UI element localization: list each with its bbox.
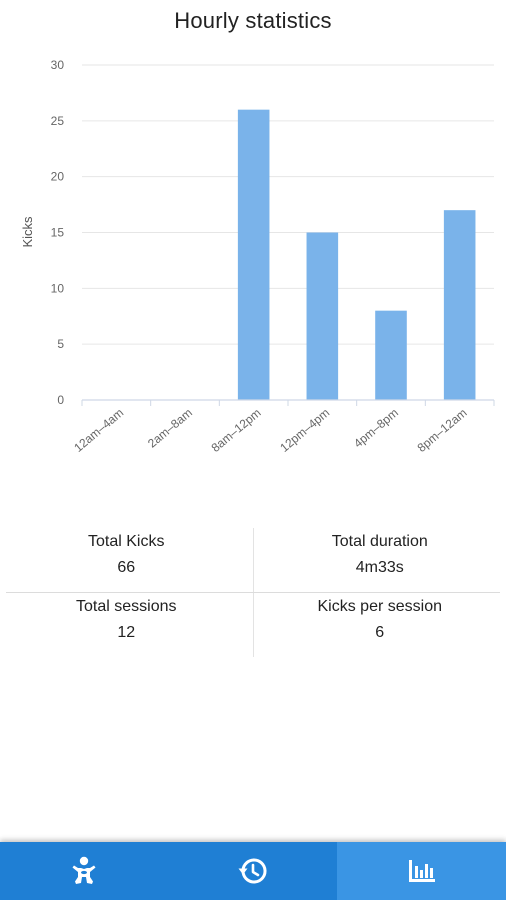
y-tick-label: 10 [51,281,65,295]
history-icon [238,858,267,884]
y-axis-label: Kicks [20,216,35,248]
stats-divider-vertical [252,593,254,657]
chart-bars [237,109,476,400]
bar [306,232,339,400]
y-tick-label: 25 [51,114,65,128]
y-tick-label: 15 [51,226,65,240]
bar [443,210,476,400]
total-sessions-stat: Total sessions 12 [0,593,253,657]
nav-tab-history[interactable] [169,842,338,900]
total-duration-label: Total duration [331,533,428,550]
y-tick-label: 30 [51,58,65,72]
baby-icon [72,856,96,884]
kicks-per-session-label: Kicks per session [317,598,443,615]
total-kicks-value: 66 [117,559,136,576]
bar [375,310,407,400]
x-tick-label: 8am–12pm [209,406,264,455]
stats-divider-vertical [252,528,254,592]
nav-tab-kick-counter[interactable] [0,842,169,900]
total-kicks-stat: Total Kicks 66 [0,528,253,592]
total-kicks-label: Total Kicks [88,533,165,550]
x-tick-label: 2am–8am [145,406,195,451]
x-tick-label: 4pm–8pm [351,406,401,451]
stats-row-2: Total sessions 12 Kicks per session 6 [0,593,506,657]
stats-divider-horizontal [6,592,500,593]
total-duration-value: 4m33s [355,559,404,576]
chart-gridlines [82,64,494,345]
total-sessions-label: Total sessions [76,598,177,615]
hourly-kicks-chart: 0 5 10 15 20 25 30 12am–4am 2am–8am 8am–12pm 12pm–… [20,58,495,455]
total-duration-stat: Total duration 4m33s [254,528,506,592]
total-sessions-value: 12 [117,624,136,641]
y-tick-label: 5 [57,337,64,351]
bar [237,109,270,400]
x-tick-label: 8pm–12am [415,406,470,455]
kicks-per-session-stat: Kicks per session 6 [254,593,506,657]
x-tick-label: 12pm–4pm [277,406,332,455]
y-tick-label: 0 [57,393,64,407]
bottom-navigation [0,842,506,900]
bar-chart-icon [408,860,435,882]
kicks-per-session-value: 6 [375,624,385,641]
nav-tab-statistics[interactable] [337,842,506,900]
page-title: Hourly statistics [174,8,332,33]
stats-row-1: Total Kicks 66 Total duration 4m33s [0,528,506,592]
chart-axes: 0 5 10 15 20 25 30 12am–4am 2am–8am 8am–12pm 12pm–… [51,58,495,455]
y-tick-label: 20 [51,170,65,184]
summary-stats: Total Kicks 66 Total duration 4m33s Tota… [0,528,506,657]
x-tick-label: 12am–4am [71,406,126,455]
